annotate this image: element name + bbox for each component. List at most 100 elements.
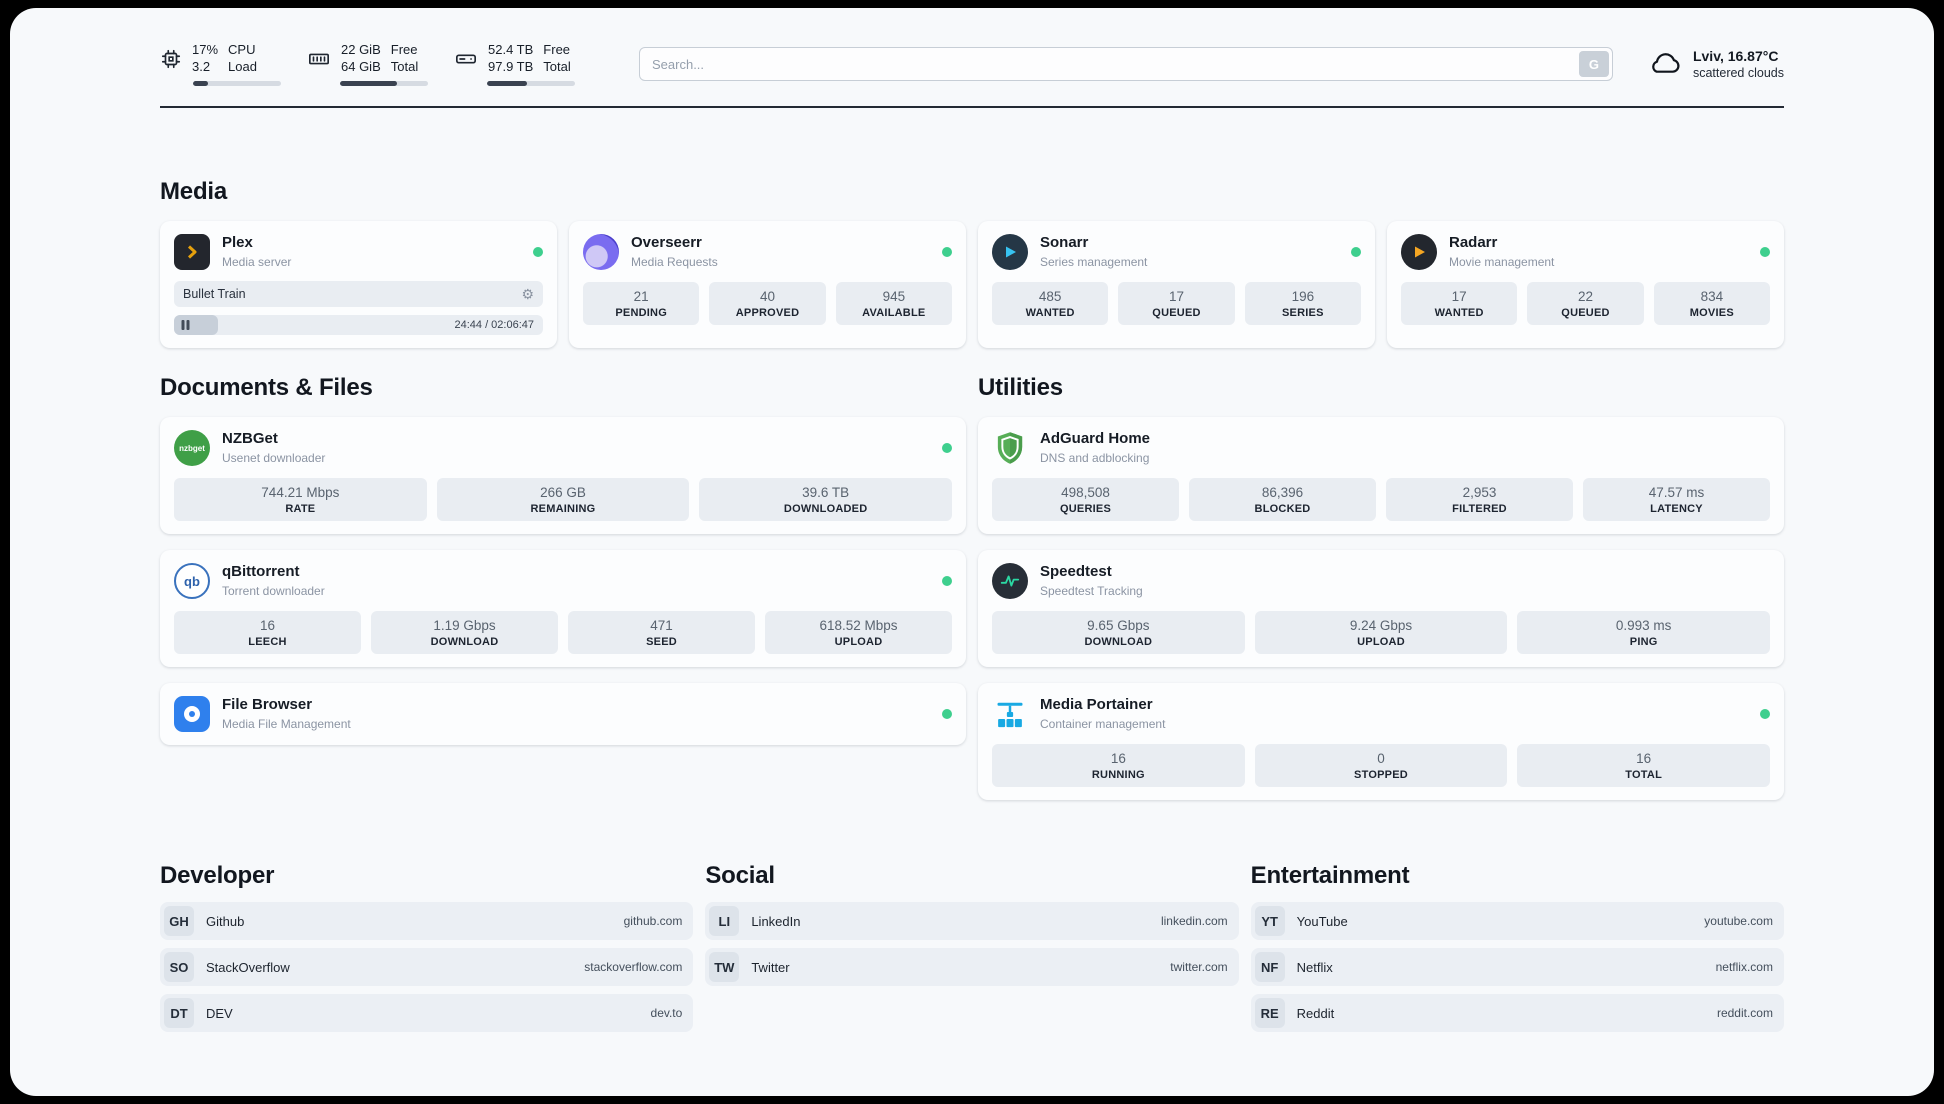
filebrowser-card[interactable]: File Browser Media File Management	[160, 683, 966, 745]
bookmark-netflix[interactable]: NF Netflix netflix.com	[1250, 948, 1784, 986]
status-dot	[1351, 247, 1361, 257]
stat-value: 39.6 TB	[802, 485, 850, 500]
stat-value: 47.57 ms	[1648, 485, 1705, 500]
bookmark-reddit[interactable]: RE Reddit reddit.com	[1250, 994, 1784, 1032]
card-subtitle: Torrent downloader	[222, 584, 325, 599]
bookmark-abbr: YT	[1254, 906, 1285, 936]
card-subtitle: Media server	[222, 255, 292, 270]
bookmark-twitter[interactable]: TW Twitter twitter.com	[705, 948, 1239, 986]
bookmark-abbr: LI	[709, 906, 740, 936]
status-dot	[942, 576, 952, 586]
cloud-icon	[1647, 48, 1683, 81]
speedtest-icon	[992, 563, 1028, 599]
status-dot	[1760, 709, 1770, 719]
cpu-bar	[193, 81, 281, 87]
plex-card[interactable]: Plex Media server Bullet Train 24:44 / 0…	[160, 221, 557, 348]
stat-box: 1.19 Gbps DOWNLOAD	[371, 611, 558, 654]
disk-free: 52.4 TB	[488, 41, 534, 57]
bookmark-name: Netflix	[1296, 959, 1333, 975]
bookmark-url: reddit.com	[1716, 1006, 1773, 1020]
card-subtitle: Media Requests	[631, 255, 718, 270]
media-section: Media Plex Media server Bullet Train	[160, 178, 1784, 348]
ram-bar	[340, 81, 428, 87]
card-title: Speedtest	[1040, 563, 1112, 581]
pause-icon[interactable]	[181, 320, 190, 330]
stat-box: 16 TOTAL	[1517, 744, 1770, 787]
adguard-card[interactable]: AdGuard Home DNS and adblocking 498,508 Q…	[978, 417, 1784, 534]
search-engine-button[interactable]: G	[1578, 51, 1609, 77]
stat-box: 266 GB REMAINING	[436, 478, 690, 521]
bookmark-name: DEV	[206, 1005, 233, 1021]
stat-value: 21	[633, 289, 649, 304]
weather-widget[interactable]: Lviv, 16.87°C scattered clouds	[1647, 48, 1784, 81]
stat-label: WANTED	[1434, 307, 1484, 319]
overseerr-card[interactable]: Overseerr Media Requests 21 PENDING 40 APP…	[569, 221, 966, 348]
stat-label: QUEUED	[1152, 307, 1201, 319]
seek-bar[interactable]: 24:44 / 02:06:47	[174, 315, 543, 335]
stat-box: 40 APPROVED	[709, 282, 826, 325]
search-input[interactable]	[639, 47, 1613, 81]
status-dot	[942, 443, 952, 453]
card-title: Plex	[222, 234, 253, 252]
gear-icon[interactable]	[521, 287, 534, 301]
media-heading: Media	[160, 178, 228, 205]
bookmark-github[interactable]: GH Github github.com	[160, 902, 694, 940]
stat-box: 22 QUEUED	[1527, 282, 1644, 325]
stat-value: 498,508	[1061, 485, 1110, 500]
developer-heading: Developer	[160, 862, 275, 889]
bookmark-url: stackoverflow.com	[584, 960, 683, 974]
card-subtitle: DNS and adblocking	[1040, 451, 1150, 466]
card-subtitle: Series management	[1040, 255, 1148, 270]
card-subtitle: Speedtest Tracking	[1040, 584, 1143, 599]
ram-label: Free	[390, 41, 418, 57]
nzbget-card[interactable]: nzbget NZBGet Usenet downloader 744.21 M…	[160, 417, 966, 534]
disk-label: Free	[543, 41, 571, 57]
utilities-heading: Utilities	[978, 374, 1063, 401]
documents-heading: Documents & Files	[160, 374, 373, 401]
bookmark-dev[interactable]: DT DEV dev.to	[160, 994, 694, 1032]
stat-value: 16	[1110, 751, 1126, 766]
stat-label: BLOCKED	[1254, 503, 1311, 515]
search-bar: G	[639, 47, 1613, 81]
status-dot	[942, 247, 952, 257]
ram-icon	[307, 48, 331, 70]
qbittorrent-card[interactable]: qb qBittorrent Torrent downloader 16 LEEC…	[160, 550, 966, 667]
stat-value: 17	[1168, 289, 1184, 304]
stat-box: 2,953 FILTERED	[1386, 478, 1573, 521]
stat-box: 196 SERIES	[1244, 282, 1361, 325]
plex-icon	[174, 234, 210, 270]
card-subtitle: Movie management	[1449, 255, 1555, 270]
bookmark-linkedin[interactable]: LI LinkedIn linkedin.com	[705, 902, 1239, 940]
stat-box: 17 QUEUED	[1118, 282, 1235, 325]
stat-box: 945 AVAILABLE	[835, 282, 952, 325]
speedtest-card[interactable]: Speedtest Speedtest Tracking 9.65 Gbps DO…	[978, 550, 1784, 667]
disk-label2: Total	[543, 58, 571, 74]
stat-box: 21 PENDING	[583, 282, 700, 325]
stat-label: MOVIES	[1689, 307, 1734, 319]
stat-box: 744.21 Mbps RATE	[174, 478, 427, 521]
card-title: qBittorrent	[222, 563, 300, 581]
disk-icon	[454, 48, 478, 70]
stat-label: DOWNLOADED	[783, 503, 868, 515]
bookmark-youtube[interactable]: YT YouTube youtube.com	[1250, 902, 1784, 940]
radarr-card[interactable]: Radarr Movie management 17 WANTED 22 QUEUE…	[1387, 221, 1784, 348]
stat-value: 618.52 Mbps	[819, 618, 898, 633]
bookmark-name: LinkedIn	[751, 913, 801, 929]
bookmark-url: netflix.com	[1715, 960, 1773, 974]
stat-box: 498,508 QUERIES	[992, 478, 1179, 521]
stat-label: TOTAL	[1625, 769, 1663, 781]
stat-value: 9.24 Gbps	[1349, 618, 1413, 633]
stat-value: 22	[1577, 289, 1593, 304]
stat-value: 744.21 Mbps	[261, 485, 340, 500]
card-subtitle: Container management	[1040, 717, 1166, 732]
cpu-percent: 17%	[192, 41, 219, 57]
stat-value: 17	[1451, 289, 1467, 304]
card-title: File Browser	[222, 696, 313, 714]
sonarr-card[interactable]: Sonarr Series management 485 WANTED 17 QUE…	[978, 221, 1375, 348]
bookmark-stackoverflow[interactable]: SO StackOverflow stackoverflow.com	[160, 948, 694, 986]
stat-label: QUERIES	[1059, 503, 1112, 515]
portainer-card[interactable]: Media Portainer Container management 16 R…	[978, 683, 1784, 800]
stat-label: RUNNING	[1091, 769, 1145, 781]
stat-label: PING	[1629, 636, 1658, 648]
stat-label: LATENCY	[1650, 503, 1703, 515]
